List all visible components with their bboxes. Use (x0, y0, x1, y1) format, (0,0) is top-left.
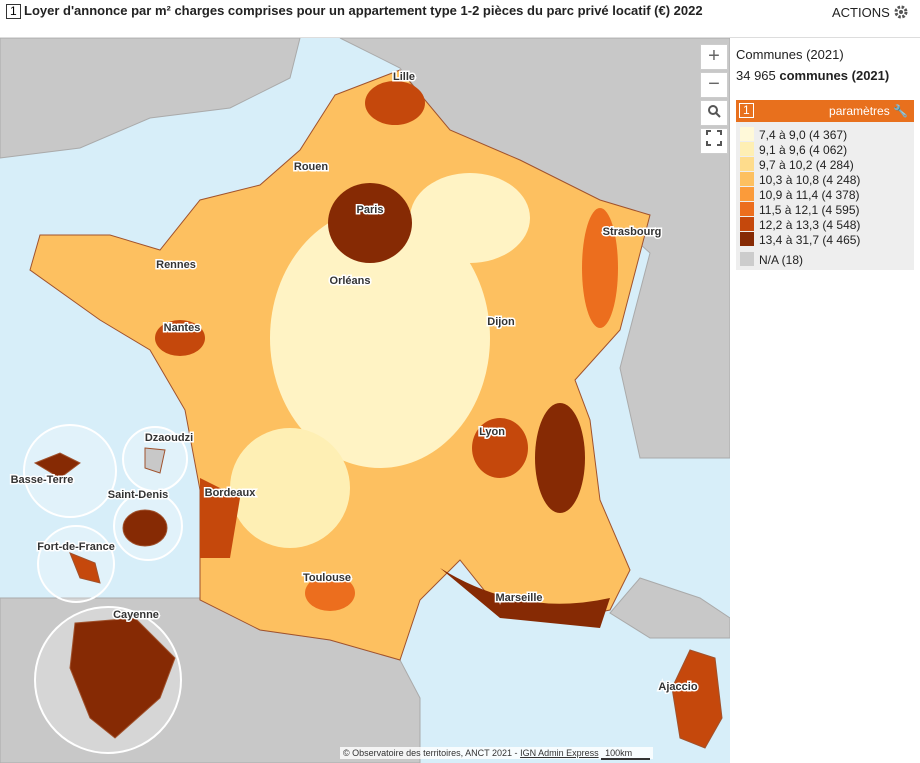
legend-label: 13,4 à 31,7 (4 465) (759, 233, 861, 247)
city-label: Paris (357, 204, 384, 216)
legend-swatch (740, 172, 754, 186)
legend-label: 12,2 à 13,3 (4 548) (759, 218, 861, 232)
map-title: Loyer d'annonce par m² charges comprises… (24, 3, 703, 18)
city-label: Dijon (487, 316, 515, 328)
city-label: Rennes (156, 259, 196, 271)
legend-swatch (740, 157, 754, 171)
legend-label: 7,4 à 9,0 (4 367) (759, 128, 848, 142)
legend-label: 10,9 à 11,4 (4 378) (759, 188, 860, 202)
legend-label: 11,5 à 12,1 (4 595) (759, 203, 860, 217)
legend-swatch (740, 202, 754, 216)
actions-button[interactable]: ACTIONS (832, 4, 909, 20)
legend-item: 9,7 à 10,2 (4 284) (740, 157, 854, 172)
legend-swatch (740, 127, 754, 141)
city-label: Lyon (479, 426, 505, 438)
corsica (671, 649, 723, 749)
fullscreen-icon (706, 130, 722, 146)
legend-panel: Communes (2021) 34 965 communes (2021) 1… (730, 38, 920, 763)
legend-label: N/A (18) (759, 253, 804, 267)
city-label: Bordeaux (205, 487, 257, 499)
attribution-text: © Observatoire des territoires, ANCT 202… (343, 748, 518, 758)
gear-icon (894, 5, 908, 19)
parameters-button[interactable]: paramètres 🔧 (829, 104, 908, 118)
search[interactable] (700, 100, 728, 126)
city-label: Rouen (294, 161, 329, 173)
city-label: Ajaccio (658, 681, 697, 693)
rent-patches (155, 81, 618, 628)
legend-item: 12,2 à 13,3 (4 548) (740, 217, 860, 232)
attribution: © Observatoire des territoires, ANCT 202… (340, 747, 654, 760)
city-label: Saint-Denis (108, 489, 169, 501)
legend-bar: 1 paramètres 🔧 (736, 100, 914, 122)
city-label: Strasbourg (603, 226, 662, 238)
layer-number: 1 (6, 4, 21, 19)
legend-box: 7,4 à 9,0 (4 367) 9,1 à 9,6 (4 062) 9,7 à … (736, 122, 914, 270)
search-icon (708, 105, 721, 118)
scale-bar: 100km (601, 748, 651, 760)
commune-count: 34 965 communes (2021) (736, 68, 889, 83)
actions-label: ACTIONS (832, 5, 890, 20)
map: Lille Rouen Paris Strasbourg Rennes Orléans Na… (0, 38, 730, 763)
city-label: Fort-de-France (37, 541, 115, 553)
zoom-in[interactable]: + (700, 44, 728, 70)
city-label: Orléans (330, 275, 371, 287)
legend-label: 9,1 à 9,6 (4 062) (759, 143, 848, 157)
parameters-label: paramètres (829, 104, 890, 118)
legend-swatch (740, 252, 754, 266)
header: 1 Loyer d'annonce par m² charges compris… (0, 0, 920, 38)
legend-item: 13,4 à 31,7 (4 465) (740, 232, 860, 247)
city-label: Toulouse (303, 572, 351, 584)
city-label: Marseille (495, 592, 542, 604)
attribution-link[interactable]: IGN Admin Express (520, 748, 599, 758)
zoom-out[interactable]: − (700, 72, 728, 98)
count-value: 34 965 (736, 68, 776, 83)
legend-item: 9,1 à 9,6 (4 062) (740, 142, 847, 157)
overseas-shapes (33, 447, 176, 739)
legend-swatch (740, 232, 754, 246)
legend-number: 1 (739, 103, 754, 118)
legend-item: N/A (18) (740, 252, 803, 267)
legend-item: 10,3 à 10,8 (4 248) (740, 172, 860, 187)
city-label: Lille (393, 71, 415, 83)
legend-swatch (740, 142, 754, 156)
legend-swatch (740, 187, 754, 201)
city-label: Nantes (164, 322, 201, 334)
city-label: Cayenne (113, 609, 159, 621)
neighbours (0, 38, 730, 763)
fullscreen[interactable] (700, 128, 728, 154)
count-label: communes (2021) (779, 68, 890, 83)
legend-label: 9,7 à 10,2 (4 284) (759, 158, 854, 172)
legend-item: 7,4 à 9,0 (4 367) (740, 127, 847, 142)
city-label: Dzaoudzi (145, 432, 193, 444)
legend-swatch (740, 217, 754, 231)
legend-item: 11,5 à 12,1 (4 595) (740, 202, 860, 217)
city-labels: Lille Rouen Paris Strasbourg Rennes Orléans Na… (9, 70, 699, 695)
layer-name: Communes (2021) (736, 47, 844, 62)
legend-item: 10,9 à 11,4 (4 378) (740, 187, 860, 202)
legend-label: 10,3 à 10,8 (4 248) (759, 173, 861, 187)
city-label: Basse-Terre (11, 474, 74, 486)
